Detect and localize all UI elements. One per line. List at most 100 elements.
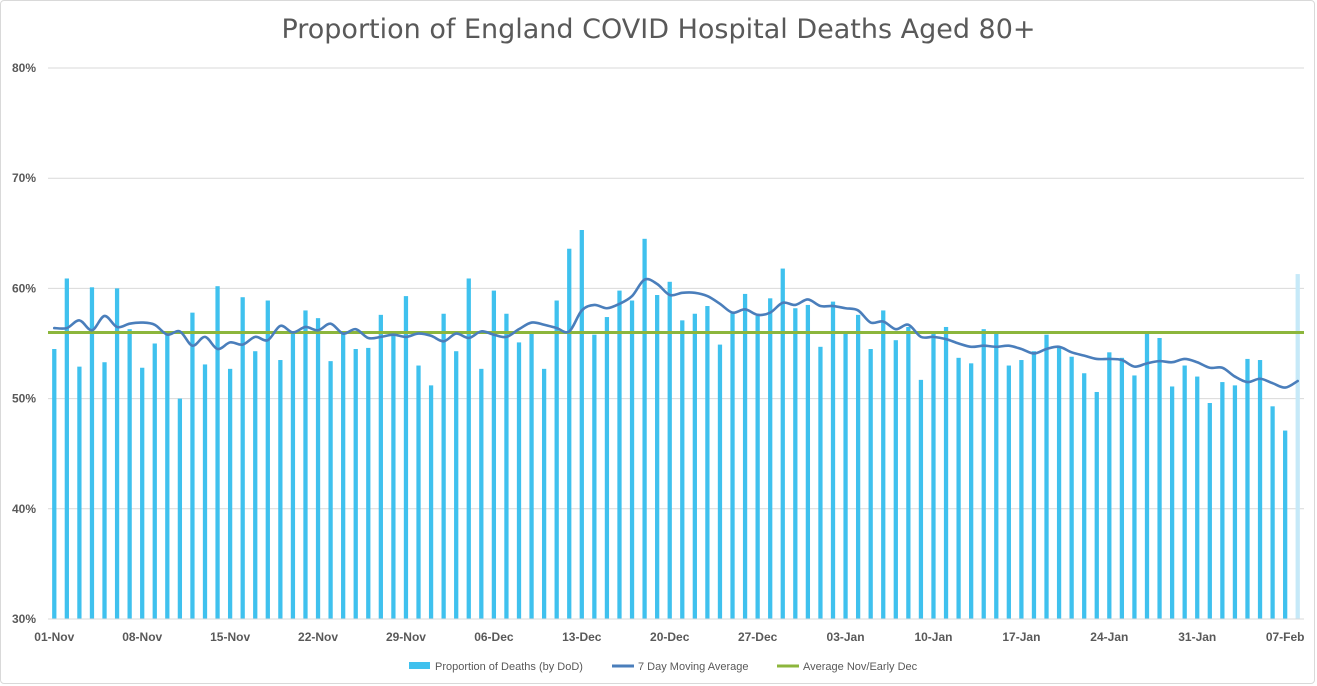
bar	[177, 398, 183, 619]
bar	[1157, 337, 1162, 619]
x-tick-label: 13-Dec	[562, 630, 602, 644]
bar	[278, 360, 283, 619]
bar	[328, 361, 333, 619]
bar	[931, 333, 936, 619]
bar	[378, 314, 383, 619]
bar	[629, 300, 635, 619]
bar	[642, 238, 647, 619]
gridlines	[48, 67, 1304, 510]
x-tick-label: 27-Dec	[738, 630, 778, 644]
x-tick-label: 07-Feb	[1266, 630, 1305, 644]
x-tick-label: 29-Nov	[386, 630, 426, 644]
bar-series	[52, 229, 1300, 619]
bar	[830, 301, 836, 619]
bar	[391, 333, 396, 619]
bar	[1295, 274, 1300, 619]
legend-swatch-bars	[409, 662, 430, 669]
moving-average-group	[52, 277, 1300, 389]
bar	[152, 343, 157, 619]
bar	[202, 364, 208, 619]
x-tick-label: 01-Nov	[34, 630, 74, 644]
legend-label: Proportion of Deaths (by DoD)	[435, 661, 583, 673]
bar	[403, 296, 409, 619]
bar	[667, 281, 672, 619]
bar	[943, 326, 949, 619]
y-axis-ticks: 30% 40% 50% 60% 70% 80%	[12, 61, 36, 626]
x-tick-label: 31-Jan	[1178, 630, 1216, 644]
bar	[466, 278, 471, 619]
legend-label: Average Nov/Early Dec	[803, 661, 918, 673]
bar	[215, 286, 220, 619]
bar	[981, 329, 986, 619]
bar	[303, 310, 308, 619]
bar	[818, 346, 823, 619]
bar	[1232, 385, 1238, 619]
bar	[227, 368, 233, 619]
bar	[77, 366, 82, 619]
bar	[127, 329, 132, 619]
bar	[768, 298, 773, 619]
bar	[341, 333, 346, 619]
bar	[1257, 360, 1263, 619]
bar	[290, 332, 296, 619]
bar	[1182, 365, 1187, 619]
bar	[454, 351, 459, 619]
bar	[190, 312, 195, 619]
bar	[529, 332, 534, 619]
bar	[265, 300, 270, 619]
bar	[780, 268, 785, 619]
bar	[881, 310, 886, 619]
x-axis-ticks: 01-Nov 08-Nov 15-Nov 22-Nov 29-Nov 06-Dec 13-D…	[34, 630, 1304, 644]
bar	[1132, 375, 1137, 619]
y-tick-label: 60%	[12, 281, 36, 295]
bar	[140, 367, 145, 619]
bar	[918, 379, 924, 619]
bar	[165, 332, 170, 619]
bar	[253, 351, 258, 619]
y-tick-label: 70%	[12, 171, 36, 185]
bar	[1144, 332, 1150, 619]
bar	[617, 290, 622, 619]
chart-title: Proportion of England COVID Hospital Dea…	[281, 14, 1036, 45]
bar	[868, 349, 873, 619]
bar	[1245, 358, 1250, 619]
bar	[717, 344, 723, 619]
x-tick-label: 22-Nov	[298, 630, 338, 644]
bar	[592, 334, 597, 619]
legend-label: 7 Day Moving Average	[638, 661, 748, 673]
bar	[366, 347, 371, 619]
x-tick-label: 15-Nov	[210, 630, 250, 644]
bar	[1044, 334, 1049, 619]
bar	[52, 349, 57, 619]
y-tick-label: 40%	[12, 502, 36, 516]
bar	[742, 293, 748, 619]
bar	[730, 312, 735, 619]
x-tick-label: 03-Jan	[827, 630, 865, 644]
bar	[89, 287, 95, 619]
bar	[315, 318, 321, 619]
moving-average-line	[52, 277, 1300, 389]
bar	[1019, 360, 1024, 619]
bar	[994, 331, 999, 619]
bar	[655, 295, 660, 619]
bar	[1069, 356, 1074, 619]
bar	[416, 365, 421, 619]
bar	[516, 342, 522, 619]
x-tick-label: 17-Jan	[1002, 630, 1040, 644]
bar	[579, 229, 584, 619]
x-tick-label: 06-Dec	[474, 630, 514, 644]
bar	[705, 306, 710, 619]
bar	[479, 368, 484, 619]
bar	[604, 317, 610, 619]
x-tick-label: 20-Dec	[650, 630, 690, 644]
bar	[893, 340, 898, 619]
x-tick-label: 10-Jan	[914, 630, 952, 644]
bar	[1195, 376, 1200, 619]
bar	[805, 304, 811, 619]
bar	[441, 313, 446, 619]
bar	[1082, 373, 1087, 619]
y-tick-label: 30%	[12, 612, 36, 626]
bar	[567, 248, 572, 619]
bar	[1207, 403, 1212, 619]
